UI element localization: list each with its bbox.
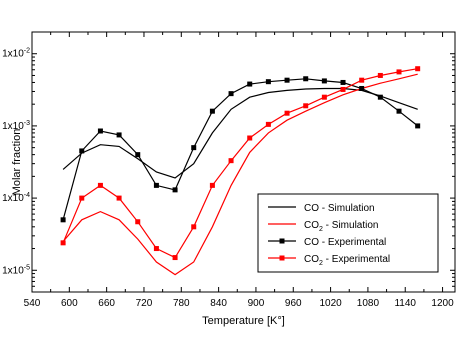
data-point	[228, 91, 234, 97]
data-point	[228, 158, 234, 164]
data-point	[265, 121, 271, 127]
data-point	[97, 128, 103, 134]
data-point	[340, 86, 346, 92]
y-axis-label: Molar fraction	[11, 129, 23, 196]
x-tick-label: 660	[98, 298, 115, 309]
y-tick-label: 1x10-5	[2, 264, 30, 276]
data-point	[247, 135, 253, 141]
data-point	[79, 148, 85, 154]
series-line-2	[62, 78, 419, 220]
x-tick-label: 540	[24, 298, 41, 309]
data-point	[135, 219, 141, 225]
data-point	[415, 123, 421, 129]
data-point	[153, 246, 159, 252]
data-point	[340, 79, 346, 85]
data-point	[321, 94, 327, 100]
data-point	[284, 77, 290, 83]
data-point	[60, 217, 66, 223]
data-point	[97, 182, 103, 188]
x-tick-label: 1020	[319, 298, 342, 309]
data-point	[284, 110, 290, 116]
data-point	[396, 108, 402, 114]
data-point	[377, 94, 383, 100]
legend-label: CO2 - Experimental	[304, 254, 390, 267]
data-point	[135, 152, 141, 158]
data-point	[116, 132, 122, 138]
legend-label: CO - Experimental	[304, 237, 386, 248]
x-tick-label: 840	[210, 298, 227, 309]
x-tick-label: 960	[285, 298, 302, 309]
data-point	[415, 66, 421, 72]
legend-label: CO - Simulation	[304, 203, 375, 214]
data-point	[265, 79, 271, 85]
legend-marker	[279, 255, 285, 261]
data-point	[396, 69, 402, 75]
data-point	[60, 240, 66, 246]
x-tick-label: 780	[173, 298, 190, 309]
legend-label: CO2 - Simulation	[304, 220, 378, 233]
y-tick-label: 1x10-4	[2, 192, 30, 204]
axes-layer: 540 600 660 720 780 840 900 960 1020 1080 1140 1200…	[2, 31, 456, 309]
data-point	[209, 182, 215, 188]
x-tick-label: 600	[61, 298, 78, 309]
series-line-1	[62, 73, 418, 276]
data-point	[79, 195, 85, 201]
data-point	[209, 108, 215, 114]
y-tick-label: 1x10-3	[2, 120, 30, 132]
data-point	[172, 187, 178, 193]
legend-marker	[279, 238, 285, 244]
data-point	[359, 85, 365, 91]
series-line-3	[62, 68, 418, 259]
data-point	[303, 76, 309, 82]
data-point	[172, 255, 178, 261]
data-point	[321, 78, 327, 84]
x-tick-label: 1140	[394, 298, 416, 309]
x-axis-label: Temperature [K°]	[202, 315, 285, 327]
x-tick-label: 900	[248, 298, 265, 309]
x-tick-label: 1080	[357, 298, 380, 309]
data-point	[359, 77, 365, 83]
data-point	[191, 145, 197, 151]
data-point	[153, 182, 159, 188]
x-tick-label: 720	[136, 298, 153, 309]
data-point	[303, 103, 309, 109]
data-point	[191, 224, 197, 230]
data-point	[247, 81, 253, 87]
series-line-0	[62, 87, 418, 179]
data-point	[377, 72, 383, 78]
x-tick-label: 1200	[431, 298, 454, 309]
series-layer	[60, 66, 421, 276]
y-tick-label: 1x10-2	[2, 48, 30, 60]
plot-frame	[31, 31, 456, 293]
legend: CO - Simulation CO2 - Simulation CO - Expe…	[257, 193, 439, 273]
data-point	[116, 195, 122, 201]
